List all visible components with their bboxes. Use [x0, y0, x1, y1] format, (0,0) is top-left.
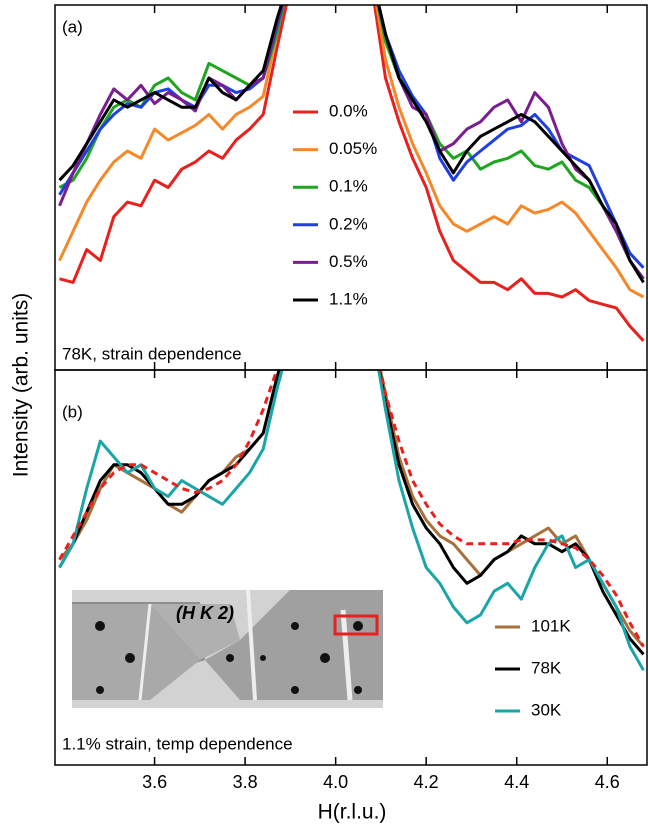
inset-label: (H K 2) [176, 603, 234, 623]
x-tick-label: 3.6 [142, 772, 167, 792]
legend-label: 30K [531, 700, 562, 719]
x-tick-label: 4.0 [323, 772, 348, 792]
plot-area [58, 370, 645, 671]
inset-image: (H K 2) [72, 589, 383, 708]
x-tick-label: 4.2 [414, 772, 439, 792]
legend-label: 0.05% [329, 139, 377, 158]
panel-frame [54, 369, 648, 766]
panel-label: (b) [62, 402, 83, 421]
plot-area [58, 5, 645, 342]
data-line [58, 370, 645, 671]
legend-label: 1.1% [329, 289, 368, 308]
legend-label: 78K [531, 658, 562, 677]
x-tick-label: 4.4 [504, 772, 529, 792]
legend-label: 0.0% [329, 101, 368, 120]
data-line [58, 5, 645, 284]
y-axis-label: Intensity (arb. units) [10, 293, 33, 477]
data-line [59, 5, 645, 342]
legend-label: 0.1% [329, 177, 368, 196]
legend-label: 0.5% [329, 252, 368, 271]
fit-line [58, 370, 645, 648]
legend-label: 101K [531, 616, 571, 635]
data-line [58, 5, 645, 269]
data-line [58, 370, 645, 656]
x-axis-label: H(r.l.u.) [318, 801, 387, 824]
data-line [58, 5, 645, 299]
legend-label: 0.2% [329, 214, 368, 233]
panel-annotation: 1.1% strain, temp dependence [62, 734, 293, 753]
panel-label: (a) [62, 17, 83, 36]
panel-annotation: 78K, strain dependence [62, 344, 242, 363]
x-tick-label: 4.6 [595, 772, 620, 792]
x-tick-label: 3.8 [233, 772, 258, 792]
